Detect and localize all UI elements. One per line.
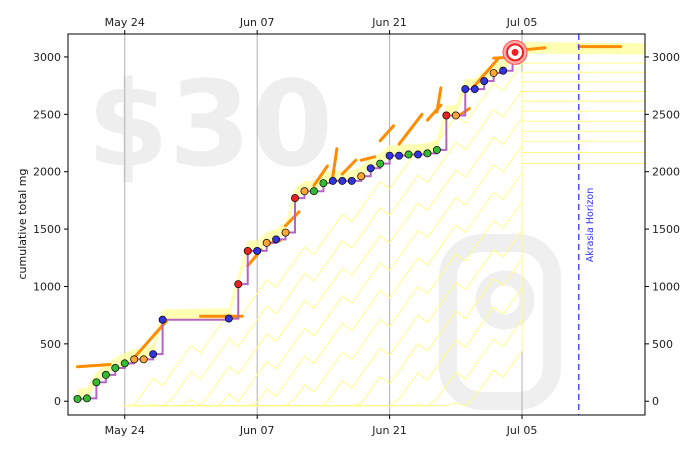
guide-line-3 [124,81,645,407]
data-point-31 [414,150,422,159]
data-point-33 [432,145,441,154]
y-tick-left-label-4: 1500 [33,223,61,236]
data-point-13 [243,246,252,255]
x-tick-bottom-label-2: Jun 07 [239,424,275,437]
data-point-12 [234,280,243,289]
y-tick-right-label-2: 500 [652,338,673,351]
data-point-20 [309,187,318,196]
y-tick-right-label-1: 0 [652,395,659,408]
data-point-6 [120,359,129,368]
plot-frame [67,33,646,416]
road-segment-12 [397,112,424,146]
data-point-8 [139,355,148,364]
akrasia-horizon: Akrasia Horizon [578,34,596,415]
data-point-16 [272,235,281,244]
data-point-7 [130,355,139,364]
data-point-17 [281,228,290,237]
road-segment-2 [132,319,169,360]
y-axis-label: cumulative total mg [16,169,29,280]
data-point-3 [92,378,101,387]
data-point-10 [158,315,167,324]
road-segment-6 [284,210,301,228]
data-point-27 [376,159,385,168]
data-point-24 [347,176,356,185]
y-tick-right-label-6: 2500 [652,108,680,121]
data-point-5 [111,363,120,372]
y-tick-left-label-6: 2500 [33,108,61,121]
x-tick-top-label-3: Jun 21 [371,16,407,29]
y-tick-left-label-5: 2000 [33,166,61,179]
data-point-30 [404,150,413,159]
data-point-37 [470,85,479,94]
x-tick-bottom-label-3: Jun 21 [371,424,407,437]
road-segment-11 [378,124,396,143]
road-segment-16 [473,57,500,88]
data-point-34 [442,111,451,120]
guide-line-11 [124,162,645,407]
road-band [77,42,645,401]
guide-line-2 [124,71,645,407]
road-band-area [77,42,645,401]
y-tick-left-label-7: 3000 [33,51,61,64]
data-points [73,48,526,403]
data-point-32 [423,149,432,158]
data-point-15 [262,238,271,247]
data-point-18 [291,194,299,203]
data-point-19 [300,187,309,196]
data-point-1 [73,394,82,403]
y-tick-right-label-4: 1500 [652,223,680,236]
data-point-11 [224,314,233,323]
y-tick-left-label-1: 0 [54,395,61,408]
data-point-2 [82,394,91,403]
data-point-39 [489,69,498,77]
y-tick-right-label-5: 2000 [652,166,680,179]
road-segment-10 [359,155,377,162]
data-point-21 [319,179,328,188]
data-point-25 [357,172,366,181]
road-segment-8 [331,147,339,178]
x-tick-bottom-label-1: May 24 [105,424,145,437]
data-point-22 [328,176,337,185]
guide-lines [124,62,645,407]
guide-line-1 [124,62,645,407]
watermark: $30 [87,55,333,193]
road-segment-7 [312,164,329,187]
data-point-40 [499,66,508,75]
data-point-26 [366,164,375,173]
data-point-38 [480,77,489,86]
data-point-35 [451,111,460,120]
y-tick-right-label-7: 3000 [652,51,680,64]
y-tick-left-label-2: 500 [40,338,61,351]
x-tick-top-label-2: Jun 07 [239,16,275,29]
data-point-14 [253,246,262,255]
y-tick-right-label-3: 1000 [652,280,680,293]
x-tick-top-label-4: Jul 05 [506,16,538,29]
target-marker [502,39,528,65]
data-point-28 [385,151,394,160]
x-tick-bottom-label-4: Jul 05 [506,424,538,437]
data-point-9 [149,350,158,359]
road-segment-1 [75,363,112,369]
akrasia-horizon-label: Akrasia Horizon [585,188,596,262]
axis-ticks: May 24 May 24 Jun 07 Jun 07 Jun 21 Jun 21 Jul … [33,16,680,437]
x-tick-top-label-1: May 24 [105,16,145,29]
data-point-29 [395,151,404,160]
data-point-4 [101,370,110,379]
road-segment-14 [435,86,443,114]
y-tick-left-label-3: 1000 [33,280,61,293]
data-point-23 [338,176,347,185]
data-point-36 [461,85,470,94]
target-center [511,48,519,56]
road-segment-9 [340,158,358,176]
